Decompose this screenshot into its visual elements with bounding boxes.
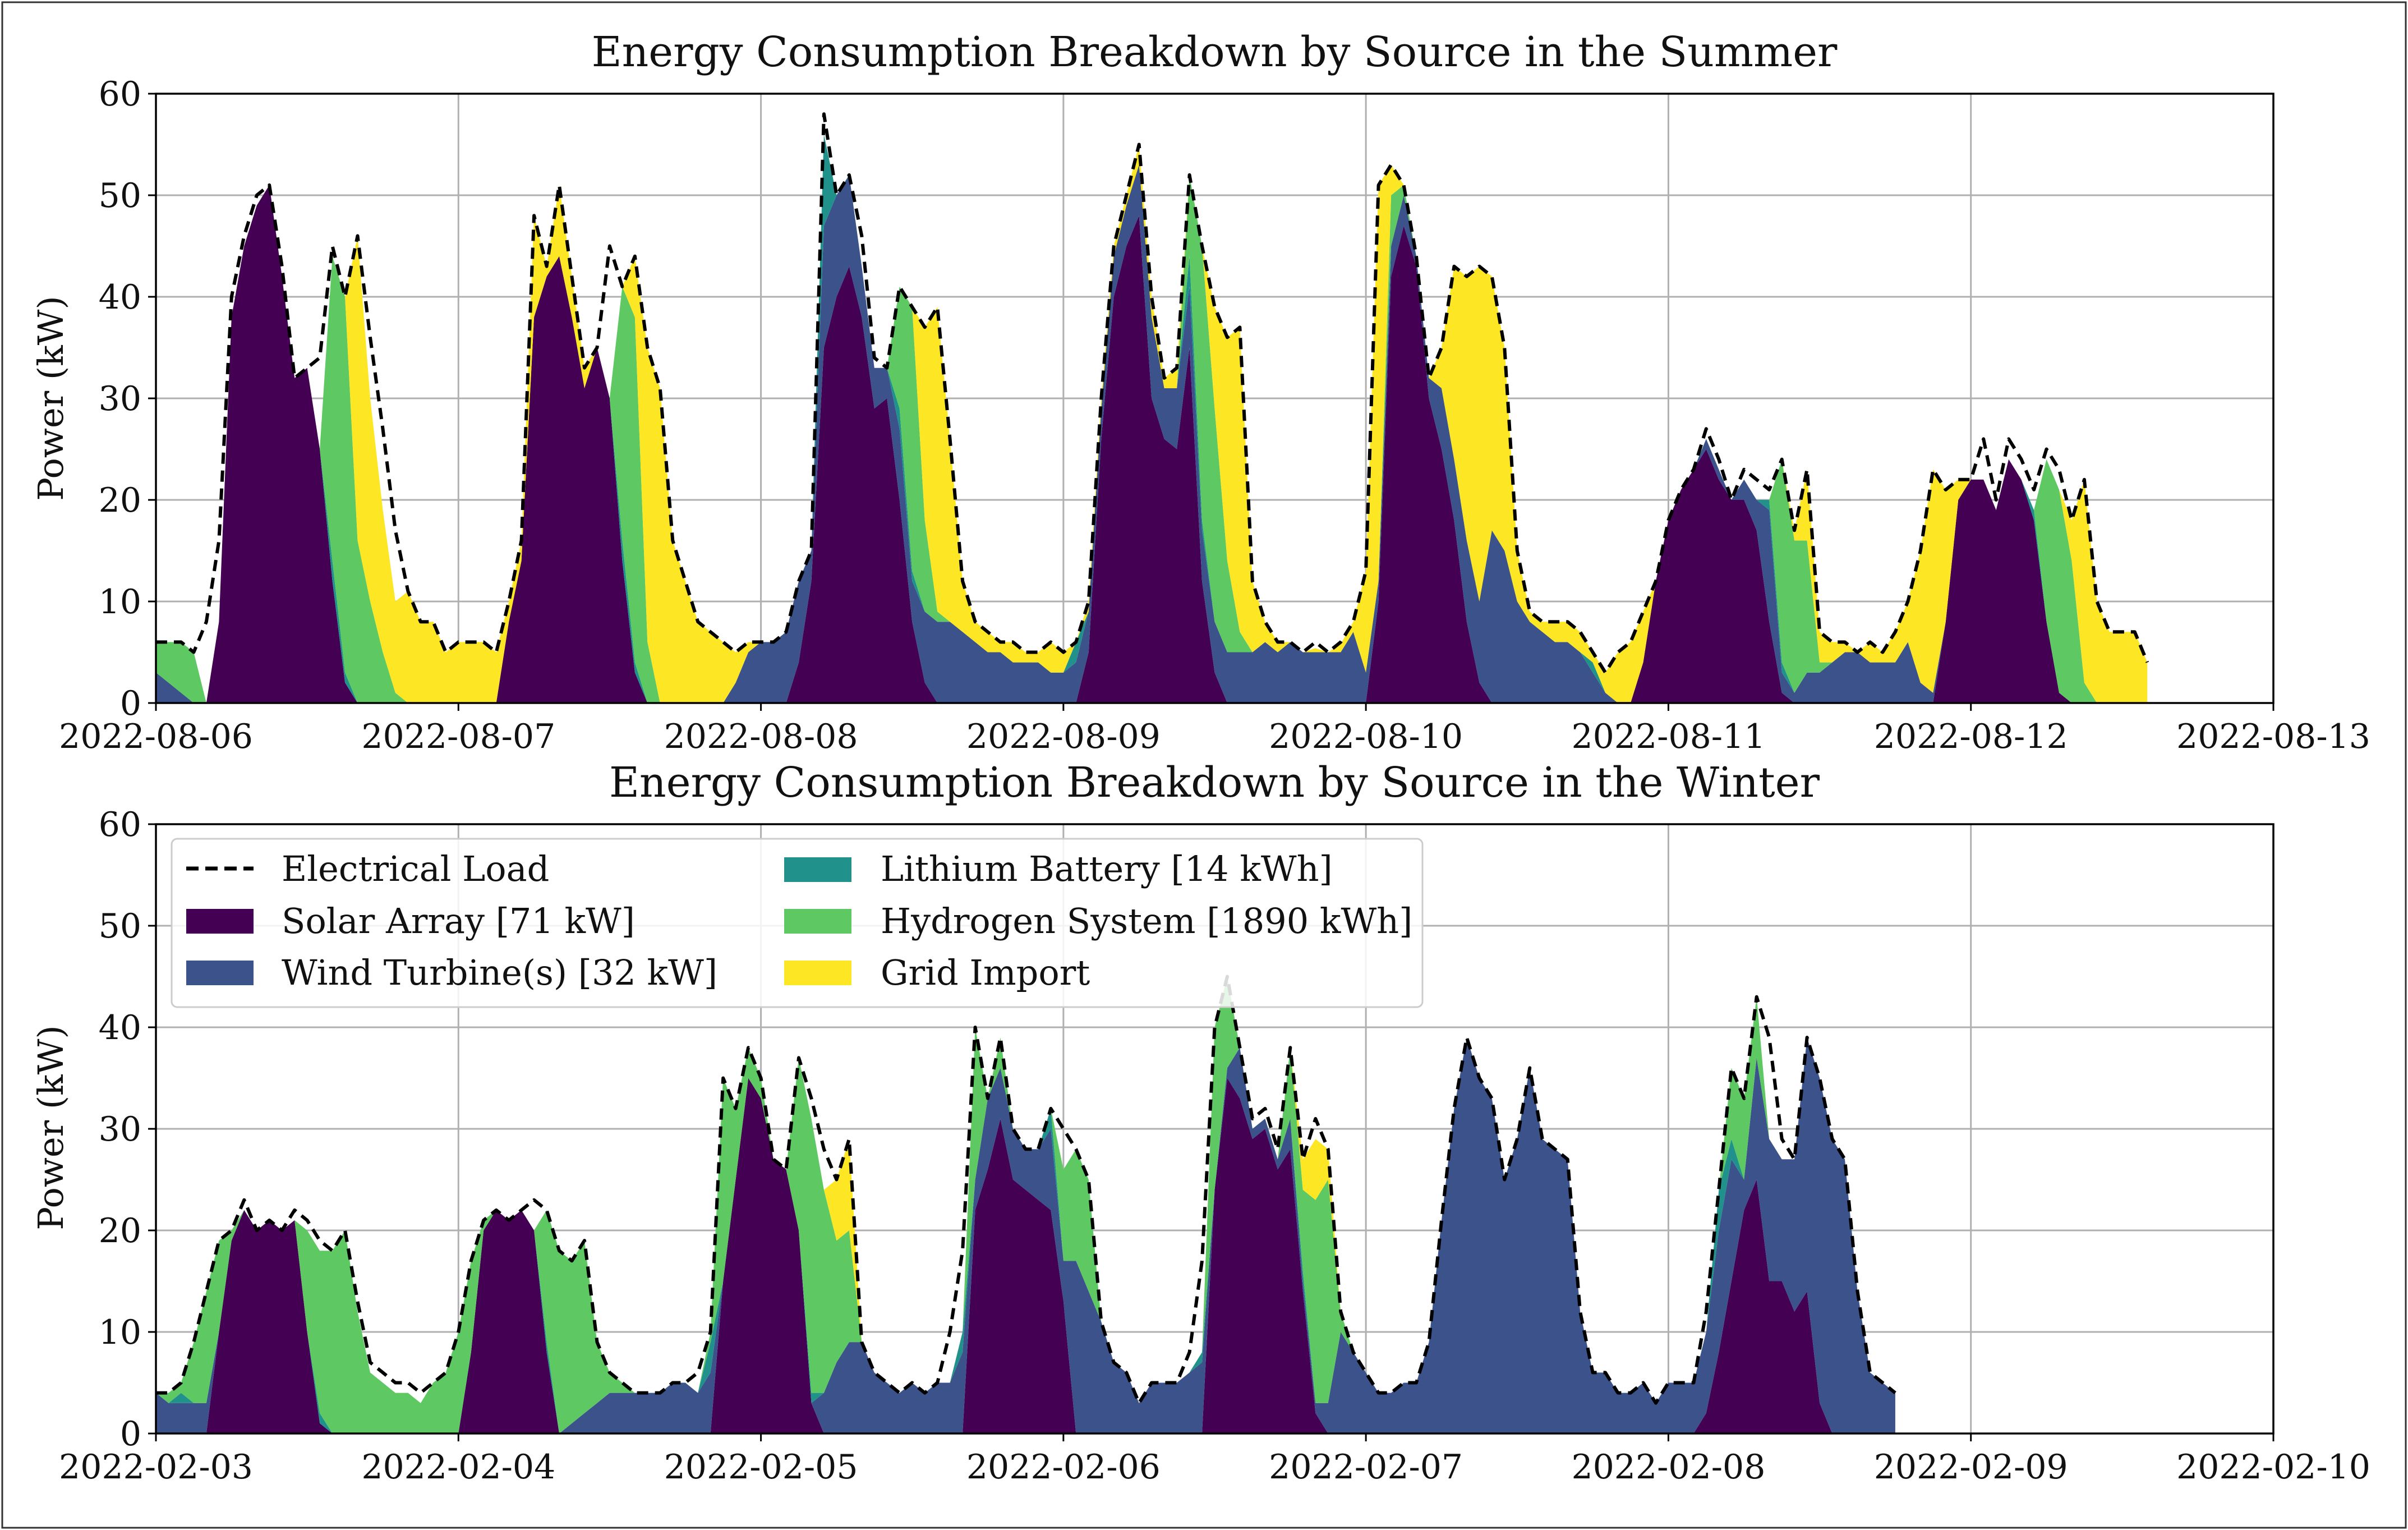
- legend-label: Electrical Load: [282, 848, 549, 889]
- legend-label: Solar Array [71 kW]: [282, 900, 635, 941]
- summer-x-tick-label: 2022-08-11: [1571, 717, 1765, 756]
- summer-x-tick-label: 2022-08-13: [2176, 717, 2370, 756]
- winter-load-line: [156, 975, 1896, 1405]
- summer-y-tick-label: 40: [99, 278, 141, 317]
- legend-item-grid: Grid Import: [784, 952, 1090, 993]
- summer-area-solar: [156, 185, 2148, 703]
- legend-label: Grid Import: [881, 952, 1090, 993]
- summer-electrical-load-line: [156, 112, 2149, 674]
- summer-x-tick-label: 2022-08-07: [361, 717, 555, 756]
- winter-x-tick-label: 2022-02-05: [664, 1448, 858, 1487]
- summer-y-tick-label: 0: [120, 684, 141, 723]
- winter-x-tick-label: 2022-02-10: [2176, 1448, 2370, 1487]
- winter-y-ticks: 0 10 20 30 40 50 60: [99, 805, 156, 1454]
- winter-electrical-load-line: [156, 975, 1896, 1405]
- summer-y-tick-label: 50: [99, 176, 141, 215]
- winter-y-tick-label: 30: [99, 1110, 141, 1149]
- legend-label: Hydrogen System [1890 kWh]: [881, 900, 1412, 941]
- winter-area-hydrogen: [156, 976, 1895, 1433]
- winter-y-tick-label: 60: [99, 805, 141, 844]
- legend-color-swatch: [186, 909, 254, 934]
- legend-label: Wind Turbine(s) [32 kW]: [282, 952, 717, 993]
- winter-y-axis-label: Power (kW): [30, 1025, 71, 1230]
- summer-x-tick-label: 2022-08-06: [59, 717, 253, 756]
- winter-area-solar: [156, 1078, 1895, 1433]
- legend-color-swatch: [784, 857, 851, 882]
- legend-color-swatch: [784, 961, 851, 985]
- legend-label: Lithium Battery [14 kWh]: [881, 848, 1333, 889]
- legend-item-electrical-load: Electrical Load: [186, 848, 549, 889]
- legend: Electrical Load Solar Array [71 kW] Wind…: [171, 838, 1424, 1008]
- winter-chart-title: Energy Consumption Breakdown by Source i…: [609, 759, 1820, 807]
- winter-x-tick-label: 2022-02-06: [966, 1448, 1161, 1487]
- legend-color-swatch: [186, 961, 254, 985]
- summer-x-tick-label: 2022-08-12: [1874, 717, 2068, 756]
- summer-x-tick-label: 2022-08-10: [1269, 717, 1463, 756]
- winter-x-tick-label: 2022-02-08: [1571, 1448, 1765, 1487]
- summer-area-hydrogen: [156, 134, 2148, 703]
- summer-area-grid: [156, 134, 2148, 703]
- winter-x-ticks: 2022-02-03 2022-02-04 2022-02-05 2022-02-06…: [59, 1433, 2370, 1487]
- winter-x-tick-label: 2022-02-07: [1269, 1448, 1463, 1487]
- summer-x-tick-label: 2022-08-08: [664, 717, 858, 756]
- winter-x-tick-label: 2022-02-03: [59, 1448, 253, 1487]
- winter-y-tick-label: 40: [99, 1008, 141, 1047]
- legend-item-battery: Lithium Battery [14 kWh]: [784, 848, 1333, 889]
- summer-y-tick-label: 60: [99, 75, 141, 114]
- summer-x-tick-label: 2022-08-09: [966, 717, 1161, 756]
- summer-y-axis-label: Power (kW): [30, 296, 71, 500]
- summer-y-tick-label: 20: [99, 481, 141, 520]
- summer-chart: Energy Consumption Breakdown by Source i…: [30, 28, 2370, 756]
- legend-item-wind: Wind Turbine(s) [32 kW]: [186, 952, 717, 993]
- winter-chart: Energy Consumption Breakdown by Source i…: [30, 759, 2370, 1487]
- legend-item-solar: Solar Array [71 kW]: [186, 900, 635, 941]
- legend-color-swatch: [784, 909, 851, 934]
- winter-x-tick-label: 2022-02-04: [361, 1448, 555, 1487]
- summer-y-tick-label: 30: [99, 379, 141, 419]
- legend-item-hydrogen: Hydrogen System [1890 kWh]: [784, 900, 1412, 941]
- winter-stacked-areas: [156, 976, 1895, 1433]
- summer-x-ticks: 2022-08-06 2022-08-07 2022-08-08 2022-08-09…: [59, 703, 2370, 756]
- winter-y-tick-label: 0: [120, 1414, 141, 1454]
- summer-stacked-areas: [156, 134, 2148, 703]
- winter-y-tick-label: 50: [99, 907, 141, 946]
- summer-y-ticks: 0 10 20 30 40 50 60: [99, 75, 156, 723]
- winter-y-tick-label: 20: [99, 1211, 141, 1251]
- summer-load-line: [156, 112, 2149, 674]
- winter-area-wind: [156, 1037, 1895, 1433]
- summer-y-tick-label: 10: [99, 582, 141, 622]
- winter-x-tick-label: 2022-02-09: [1874, 1448, 2068, 1487]
- summer-chart-title: Energy Consumption Breakdown by Source i…: [592, 28, 1838, 76]
- winter-y-tick-label: 10: [99, 1313, 141, 1352]
